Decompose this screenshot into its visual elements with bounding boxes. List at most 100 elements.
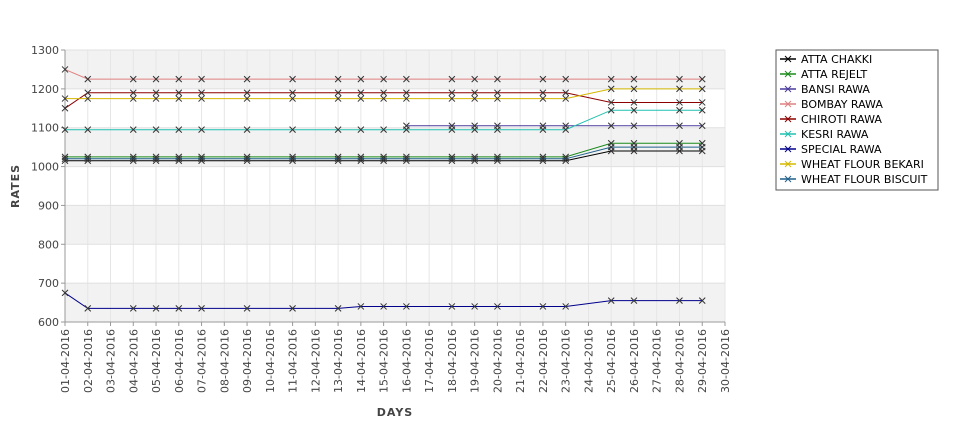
data-point	[61, 126, 69, 134]
data-point	[334, 155, 342, 163]
y-tick-label: 1100	[31, 122, 59, 135]
legend-item: SPECIAL RAWA	[780, 143, 882, 156]
data-point	[289, 89, 296, 97]
x-tick-label: 30-04-2016	[719, 329, 732, 393]
legend-label: ATTA REJELT	[801, 68, 867, 81]
x-tick-label: 15-04-2016	[378, 329, 391, 393]
data-point	[175, 95, 183, 102]
data-point	[698, 85, 706, 93]
x-tick-label: 22-04-2016	[537, 329, 550, 393]
data-point	[607, 75, 615, 83]
x-tick-label: 17-04-2016	[423, 329, 436, 393]
data-point	[676, 297, 683, 304]
data-point	[471, 89, 479, 97]
series-lines	[61, 66, 706, 312]
data-point	[152, 305, 160, 312]
series-atta-chakki	[61, 147, 706, 165]
grid-lines	[64, 49, 726, 323]
data-point	[175, 75, 183, 83]
data-point	[448, 126, 456, 134]
data-point	[334, 126, 342, 134]
x-tick-label: 23-04-2016	[560, 329, 573, 393]
data-point	[630, 85, 638, 93]
data-point	[562, 89, 570, 97]
legend-marker	[784, 55, 792, 63]
data-point	[676, 143, 683, 151]
y-tick-label: 700	[38, 277, 59, 290]
data-point	[494, 126, 501, 134]
data-point	[61, 289, 69, 297]
data-point	[471, 126, 479, 134]
data-point	[403, 89, 410, 97]
plot-band	[65, 50, 725, 89]
data-point	[698, 122, 706, 130]
data-point	[198, 305, 205, 312]
data-point	[676, 75, 683, 83]
legend-marker	[784, 100, 792, 108]
data-point	[403, 155, 410, 163]
data-point	[380, 95, 387, 102]
y-tick-label: 600	[38, 316, 59, 329]
legend-marker	[784, 130, 792, 138]
data-point	[198, 155, 205, 163]
legend-label: WHEAT FLOUR BEKARI	[801, 158, 924, 171]
data-point	[698, 143, 706, 151]
data-point	[289, 155, 296, 163]
plot-band	[65, 283, 725, 322]
x-tick-label: 05-04-2016	[150, 329, 163, 393]
data-point	[61, 155, 69, 163]
data-point	[380, 303, 387, 310]
data-point	[243, 155, 251, 163]
data-point	[198, 126, 205, 134]
y-axis-title: RATES	[9, 164, 22, 208]
x-tick-label: 04-04-2016	[127, 329, 140, 393]
legend-marker	[784, 145, 792, 153]
y-tick-label: 1300	[31, 44, 59, 57]
data-point	[676, 85, 683, 93]
legend-label: KESRI RAWA	[801, 128, 869, 141]
data-point	[471, 303, 479, 310]
plot-bands	[65, 50, 725, 322]
data-point	[448, 75, 456, 83]
x-tick-label: 10-04-2016	[264, 329, 277, 393]
data-point	[494, 155, 501, 163]
data-point	[243, 75, 251, 83]
x-tick-label: 27-04-2016	[651, 329, 664, 393]
data-point	[630, 75, 638, 83]
x-tick-label: 25-04-2016	[605, 329, 618, 393]
data-point	[152, 95, 160, 102]
x-tick-label: 01-04-2016	[59, 329, 72, 393]
data-point	[289, 75, 296, 83]
data-point	[152, 155, 160, 163]
data-point	[403, 303, 410, 310]
legend-item: ATTA CHAKKI	[780, 53, 872, 66]
data-point	[539, 95, 547, 102]
data-point	[698, 75, 706, 83]
x-tick-label: 13-04-2016	[332, 329, 345, 393]
legend-label: SPECIAL RAWA	[801, 143, 882, 156]
plot-band	[65, 205, 725, 245]
legend-label: BOMBAY RAWA	[801, 98, 883, 111]
data-point	[357, 126, 365, 134]
data-point	[334, 95, 342, 102]
data-point	[630, 99, 638, 106]
legend-marker	[784, 70, 792, 78]
data-point	[676, 122, 683, 130]
data-point	[289, 126, 296, 134]
data-point	[357, 95, 365, 102]
series-kesri-rawa	[61, 106, 706, 134]
data-point	[289, 95, 296, 102]
data-point	[698, 99, 706, 106]
data-point	[84, 95, 92, 102]
legend-item: CHIROTI RAWA	[780, 113, 882, 126]
data-point	[494, 75, 501, 83]
data-point	[448, 155, 456, 163]
legend-item: WHEAT FLOUR BISCUIT	[780, 173, 928, 186]
x-tick-label: 29-04-2016	[696, 329, 709, 393]
data-point	[243, 126, 251, 134]
x-tick-label: 08-04-2016	[218, 329, 231, 393]
x-tick-label: 07-04-2016	[196, 329, 209, 393]
data-point	[607, 85, 615, 93]
data-point	[607, 106, 615, 114]
data-point	[698, 106, 706, 114]
